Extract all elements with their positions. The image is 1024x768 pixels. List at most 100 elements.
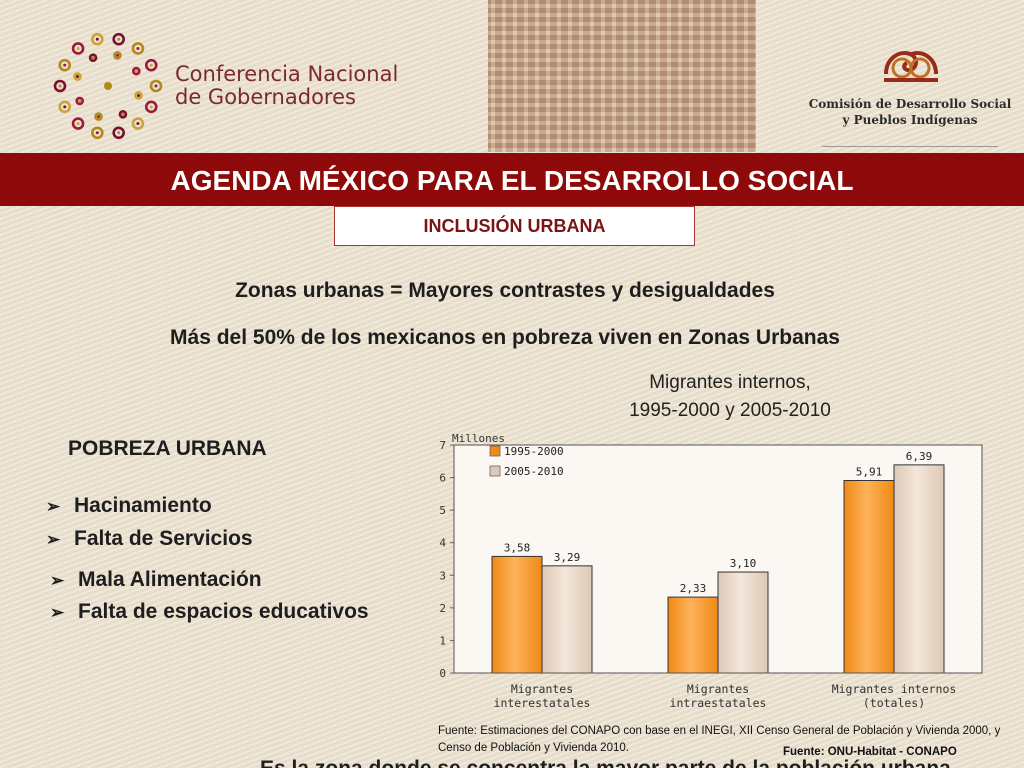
logo-dot (121, 112, 125, 116)
poverty-item-label: Falta de Servicios (74, 527, 253, 550)
poverty-item-educativos: ➢ Falta de espacios educativos (50, 600, 369, 624)
y-axis-label: Millones (452, 432, 505, 445)
logo-dot (137, 93, 141, 97)
logo-spiral (73, 72, 82, 81)
logo-spiral (149, 79, 163, 93)
x-tick-label: Migrantes internos (832, 682, 957, 696)
logo-spiral (88, 53, 98, 62)
y-tick-label: 6 (439, 472, 446, 485)
data-label: 6,39 (906, 450, 933, 463)
logo-spiral (113, 51, 122, 60)
bar-2005-2010 (893, 464, 945, 674)
logo-dot (149, 63, 153, 67)
bar-1995-2000 (667, 596, 719, 674)
commission-name-line-2: y Pueblos Indígenas (842, 113, 978, 127)
city-photo (488, 0, 756, 152)
x-tick-label: Migrantes (687, 682, 749, 696)
conference-name-line-2: de Gobernadores (175, 85, 356, 109)
poverty-item-label: Mala Alimentación (78, 568, 262, 591)
data-label: 5,91 (856, 466, 883, 479)
poverty-item-label: Falta de espacios educativos (78, 600, 369, 623)
y-tick-label: 7 (439, 439, 446, 452)
arrow-bullet-icon: ➢ (46, 530, 61, 549)
logo-dot (95, 37, 99, 41)
logo-spiral (131, 117, 145, 130)
arrow-bullet-icon: ➢ (50, 603, 65, 622)
logo-spiral (112, 126, 125, 140)
logo-spiral (71, 42, 85, 55)
legend-label: 2005-2010 (504, 465, 564, 478)
section-subtitle: INCLUSIÓN URBANA (334, 206, 695, 246)
conference-logo (53, 32, 163, 140)
logo-spiral (75, 96, 84, 106)
data-label: 3,29 (554, 551, 581, 564)
logo-dot (58, 84, 62, 88)
legend-swatch (489, 445, 501, 457)
data-label: 2,33 (680, 582, 707, 595)
y-tick-label: 3 (439, 569, 446, 582)
poverty-item-label: Hacinamiento (74, 494, 212, 517)
chart-source: Fuente: Estimaciones del CONAPO con base… (438, 725, 1001, 754)
logo-dot (136, 122, 140, 126)
logo-dot (149, 105, 153, 109)
commission-name: Comisión de Desarrollo Social y Pueblos … (800, 96, 1020, 128)
logo-spiral (94, 112, 103, 121)
commission-divider (822, 146, 998, 147)
data-label: 3,58 (504, 541, 531, 554)
logo-dot (75, 75, 79, 79)
poverty-item-hacinamiento: ➢ Hacinamiento (46, 494, 212, 518)
migration-bar-chart: Millones012345673,583,29Migrantesinteres… (439, 432, 983, 710)
logo-spiral (144, 58, 158, 72)
x-tick-label: Migrantes (511, 682, 573, 696)
headline-contrasts: Zonas urbanas = Mayores contrastes y des… (235, 279, 775, 302)
logo-dot (76, 122, 80, 126)
legend-label: 1995-2000 (504, 445, 564, 458)
logo-spiral (131, 42, 145, 55)
logo-dot (117, 37, 121, 41)
arrow-bullet-icon: ➢ (50, 571, 65, 590)
poverty-item-alimentacion: ➢ Mala Alimentación (50, 568, 262, 592)
logo-dot (134, 69, 138, 73)
title-banner (0, 153, 1024, 206)
logo-spiral (71, 117, 85, 130)
logo-spiral (53, 79, 67, 93)
x-tick-label: (totales) (863, 696, 925, 710)
logo-spiral (144, 100, 158, 114)
x-tick-label: intraestatales (670, 696, 767, 710)
conference-name-line-1: Conferencia Nacional (175, 62, 399, 86)
commission-logo (884, 51, 938, 82)
chart-title-line-1: Migrantes internos, (649, 372, 811, 393)
bar-2005-2010 (717, 571, 769, 674)
logo-spiral (112, 32, 125, 46)
poverty-item-servicios: ➢ Falta de Servicios (46, 527, 253, 551)
logo-dot (115, 53, 119, 57)
y-tick-label: 0 (439, 667, 446, 680)
headline-poverty-urban: Más del 50% de los mexicanos en pobreza … (170, 326, 840, 349)
chart-title: Migrantes internos, 1995-2000 y 2005-201… (580, 369, 880, 425)
logo-spiral (132, 66, 141, 76)
bar-1995-2000 (491, 555, 543, 674)
logo-dot (97, 115, 101, 119)
logo-dot (78, 99, 82, 103)
logo-dot (117, 131, 121, 135)
y-tick-label: 5 (439, 504, 446, 517)
logo-dot (95, 131, 99, 135)
logo-dot (136, 46, 140, 50)
y-tick-label: 2 (439, 602, 446, 615)
plot-border (453, 444, 983, 674)
data-label: 3,10 (730, 557, 757, 570)
conference-name: Conferencia Nacional de Gobernadores (175, 63, 398, 109)
logo-spiral (91, 126, 104, 140)
logo-center (104, 82, 112, 90)
logo-dot (63, 63, 67, 67)
bar-1995-2000 (843, 480, 895, 674)
y-tick-label: 4 (439, 537, 446, 550)
logo-spiral (118, 110, 128, 119)
poverty-title: POBREZA URBANA (68, 437, 267, 460)
logo-spiral (91, 32, 104, 46)
logo-dot (154, 84, 158, 88)
cut-off-text: Es la zona donde se concentra la mayor p… (260, 757, 980, 768)
logo-dot (91, 56, 95, 60)
bar-2005-2010 (541, 565, 593, 674)
chart-title-line-2: 1995-2000 y 2005-2010 (629, 400, 831, 421)
